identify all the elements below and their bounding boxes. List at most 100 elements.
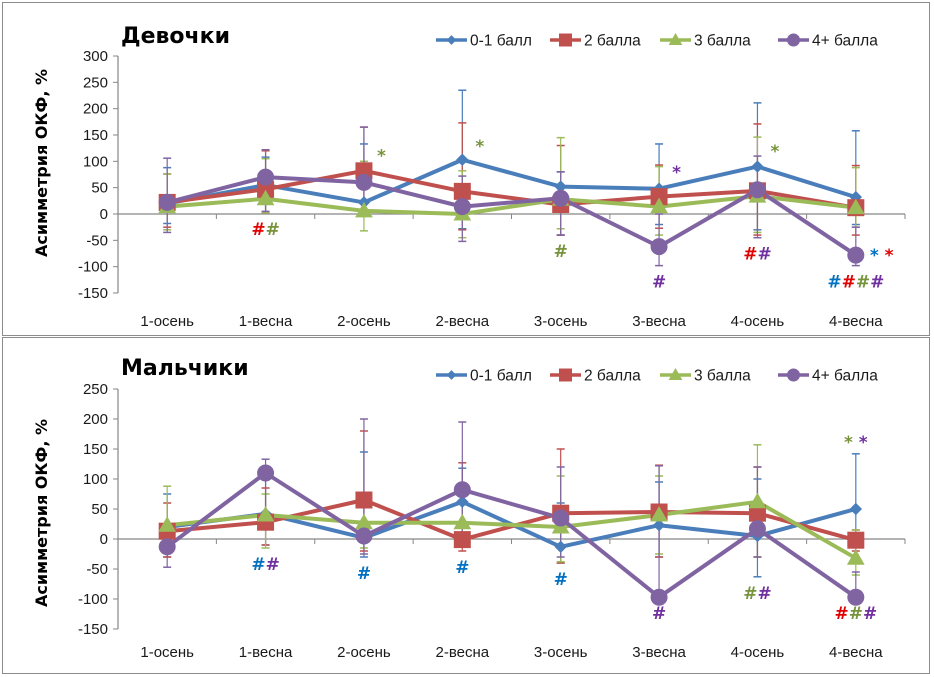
x-tick-label: 4-весна: [829, 644, 883, 661]
hash-mark: #: [827, 273, 841, 293]
hash-mark: #: [849, 604, 863, 624]
legend-label: 4+ балла: [812, 33, 878, 50]
asterisk-mark: *: [870, 246, 879, 266]
hash-mark: #: [834, 604, 848, 624]
data-point-diamond: [456, 495, 469, 509]
significance-marker: *: [475, 137, 484, 157]
x-tick-label: 3-весна: [632, 313, 686, 330]
data-point-square: [847, 531, 865, 549]
significance-marker: *: [377, 146, 386, 166]
series-line-triangle: [166, 499, 857, 560]
significance-marker: ##: [251, 220, 280, 240]
data-point-diamond: [652, 518, 666, 532]
legend-label: 3 балла: [694, 33, 751, 50]
hash-mark: #: [743, 584, 757, 604]
data-point-circle: [355, 173, 373, 191]
y-tick-label: 50: [91, 180, 108, 197]
data-point-circle: [787, 368, 800, 382]
y-axis-label: Асимметрия ОКФ, %: [32, 69, 51, 257]
x-tick-label: 2-осень: [337, 644, 391, 661]
hash-mark: #: [757, 584, 771, 604]
data-point-circle: [847, 588, 865, 606]
data-point-square: [453, 182, 471, 200]
hash-mark: #: [251, 555, 265, 575]
y-tick-label: 200: [83, 411, 108, 428]
data-point-diamond: [751, 160, 764, 173]
data-point-circle: [787, 33, 800, 47]
data-point-square: [453, 531, 471, 549]
data-point-triangle: [256, 189, 275, 206]
y-tick-label: -150: [78, 621, 108, 638]
hash-mark: #: [757, 245, 771, 265]
data-point-triangle: [846, 549, 865, 565]
x-tick-label: 2-осень: [337, 313, 391, 330]
x-tick-label: 1-осень: [140, 313, 194, 330]
hash-mark: #: [856, 273, 870, 293]
data-point-circle: [158, 538, 176, 556]
data-point-circle: [355, 527, 373, 545]
hash-mark: #: [554, 242, 568, 262]
y-tick-label: 250: [83, 74, 108, 91]
series-line-circle: [166, 175, 857, 257]
y-tick-label: 0: [100, 531, 108, 548]
data-point-diamond: [446, 35, 457, 45]
data-point-triangle: [668, 367, 683, 380]
data-point-triangle: [650, 505, 668, 522]
x-tick-label: 3-осень: [534, 313, 588, 330]
legend-label: 2 балла: [584, 33, 641, 50]
y-tick-label: 0: [100, 206, 108, 223]
x-tick-label: 4-осень: [731, 313, 785, 330]
hash-mark: #: [357, 564, 371, 584]
data-point-diamond: [446, 370, 457, 380]
y-tick-label: 100: [83, 153, 108, 170]
asterisk-mark: *: [475, 137, 484, 157]
x-tick-label: 2-весна: [436, 644, 490, 661]
data-point-circle: [748, 520, 766, 538]
legend-label: 0-1 балл: [470, 368, 532, 385]
x-tick-label: 3-осень: [534, 644, 588, 661]
hash-mark: #: [554, 570, 568, 590]
significance-marker: * *: [870, 246, 894, 266]
y-axis-label: Асимметрия ОКФ, %: [32, 419, 51, 607]
data-point-circle: [650, 588, 668, 606]
series-lines: [166, 157, 857, 257]
significance-marker: #: [554, 570, 568, 590]
data-point-circle: [847, 246, 865, 264]
data-point-circle: [257, 168, 275, 186]
data-point-circle: [650, 238, 668, 256]
asterisk-mark: *: [672, 163, 681, 183]
axes: 250 200 150 100 50 0 -50 -100 -150 1-осень 1-весна…: [78, 381, 906, 661]
hash-mark: #: [870, 273, 884, 293]
legend: 0-1 балл 2 балла 3 балла 4+ балла: [436, 33, 878, 50]
significance-marker: #: [357, 564, 371, 584]
y-tick-label: -150: [78, 285, 108, 302]
data-point-circle: [257, 464, 275, 482]
data-point-circle: [552, 509, 570, 527]
series-lines: [165, 471, 857, 600]
series-line-circle: [165, 471, 857, 600]
data-point-circle: [453, 481, 471, 499]
y-tick-label: -50: [86, 561, 108, 578]
chart-panel-girls: Девочки Асимметрия ОКФ, % 0-1 балл 2 балл…: [2, 2, 930, 336]
hash-mark: #: [652, 604, 666, 624]
legend-label: 2 балла: [584, 368, 641, 385]
chart-girls: Девочки Асимметрия ОКФ, % 0-1 балл 2 балл…: [32, 24, 906, 330]
hash-mark: #: [455, 558, 469, 578]
y-tick-label: -100: [78, 591, 108, 608]
data-point-square: [355, 491, 373, 509]
series-markers: [158, 153, 865, 264]
significance-annotations: ##* *#*#*## * *####: [251, 137, 893, 293]
significance-marker: ###: [834, 604, 877, 624]
significance-marker: * *: [844, 433, 868, 453]
chart-title: Мальчики: [121, 356, 249, 381]
asterisk-mark: *: [377, 146, 386, 166]
series-markers: [158, 464, 865, 606]
data-point-diamond: [849, 502, 863, 516]
x-tick-label: 4-весна: [829, 313, 883, 330]
data-point-circle: [453, 198, 471, 216]
hash-mark: #: [863, 604, 877, 624]
significance-marker: ####: [827, 273, 884, 293]
data-point-square: [559, 33, 572, 47]
data-point-triangle: [453, 513, 472, 530]
significance-marker: #: [652, 273, 666, 293]
